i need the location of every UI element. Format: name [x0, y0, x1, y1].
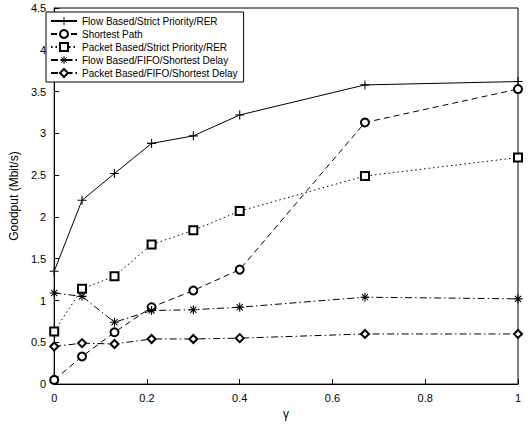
svg-text:0: 0 [51, 392, 57, 404]
svg-text:4.5: 4.5 [31, 2, 46, 14]
svg-text:3: 3 [40, 127, 46, 139]
svg-text:0.2: 0.2 [139, 392, 154, 404]
svg-text:Flow Based/Strict Priority/RER: Flow Based/Strict Priority/RER [82, 16, 218, 27]
svg-text:3.5: 3.5 [31, 86, 46, 98]
svg-text:1: 1 [515, 392, 521, 404]
svg-text:γ: γ [283, 407, 289, 421]
svg-text:Packet Based/Strict Priority/R: Packet Based/Strict Priority/RER [82, 42, 227, 53]
svg-text:0.4: 0.4 [232, 392, 247, 404]
svg-text:0.5: 0.5 [31, 336, 46, 348]
svg-text:Goodput (Mbit/s): Goodput (Mbit/s) [7, 151, 21, 240]
svg-text:0.6: 0.6 [325, 392, 340, 404]
svg-text:2: 2 [40, 211, 46, 223]
svg-text:0.8: 0.8 [418, 392, 433, 404]
svg-text:0: 0 [40, 378, 46, 390]
svg-text:Flow Based/FIFO/Shortest Delay: Flow Based/FIFO/Shortest Delay [82, 55, 228, 66]
svg-text:1.5: 1.5 [31, 253, 46, 265]
svg-text:Shortest Path: Shortest Path [82, 29, 143, 40]
svg-text:2.5: 2.5 [31, 169, 46, 181]
svg-text:4: 4 [40, 44, 46, 56]
svg-text:1: 1 [40, 295, 46, 307]
svg-text:Packet Based/FIFO/Shortest Del: Packet Based/FIFO/Shortest Delay [82, 68, 238, 79]
